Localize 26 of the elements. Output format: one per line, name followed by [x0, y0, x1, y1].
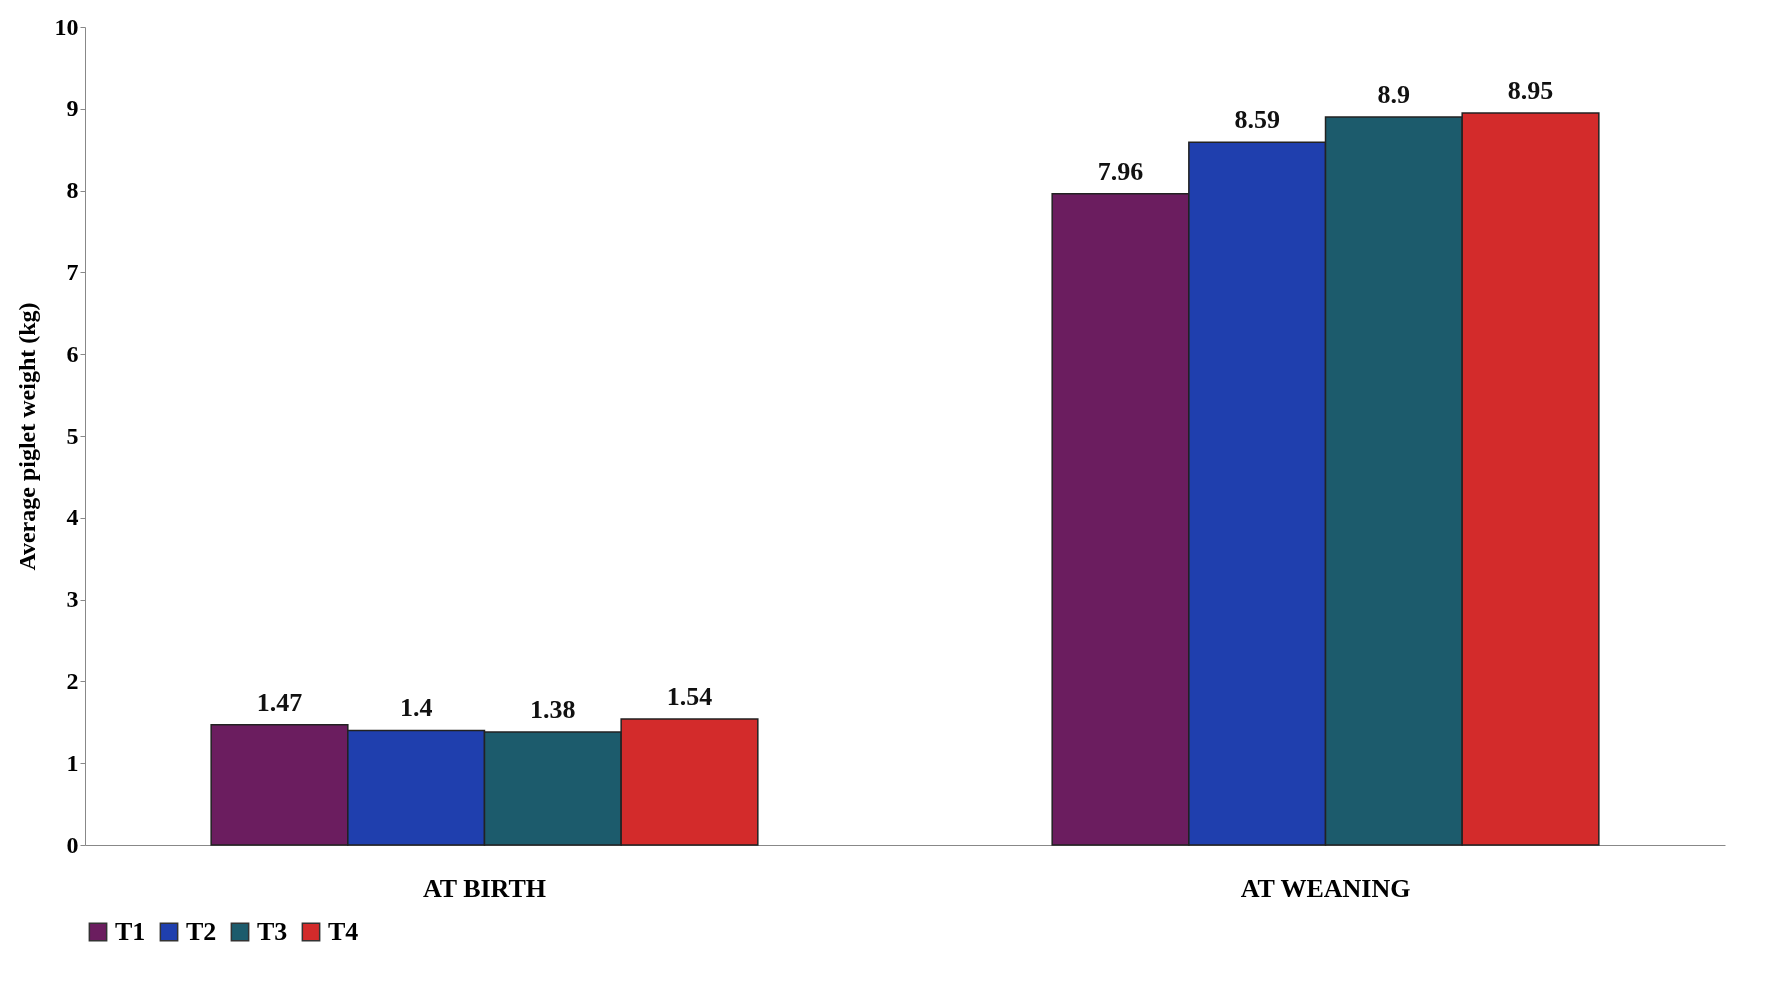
y-tick-label: 5 [66, 422, 79, 449]
x-tick-label: AT WEANING [1240, 873, 1411, 903]
y-tick-label: 9 [66, 95, 79, 122]
y-tick-label: 0 [66, 831, 79, 858]
data-label: 8.95 [1507, 75, 1554, 105]
data-label: 1.54 [666, 682, 713, 712]
y-tick-label: 7 [66, 258, 79, 285]
y-tick-label: 4 [66, 504, 79, 531]
legend-label: T2 [186, 917, 217, 946]
y-tick-label: 3 [66, 586, 79, 613]
y-tick-label: 10 [54, 13, 79, 40]
y-axis-title: Average piglet weight (kg) [13, 302, 40, 571]
y-tick-label: 8 [66, 177, 79, 204]
data-label: 1.4 [399, 693, 433, 723]
legend-label: T4 [328, 917, 359, 946]
x-tick-label: AT BIRTH [422, 873, 547, 903]
legend-label: T3 [257, 917, 288, 946]
data-label: 8.9 [1377, 79, 1411, 109]
data-label: 8.59 [1234, 105, 1280, 135]
data-label: 7.96 [1097, 156, 1144, 186]
y-tick-label: 1 [66, 749, 79, 776]
data-label: 1.38 [530, 695, 576, 725]
y-tick-label: 2 [66, 667, 79, 694]
legend-label: T1 [115, 917, 146, 946]
y-tick-label: 6 [66, 340, 79, 367]
data-label: 1.47 [256, 687, 303, 717]
